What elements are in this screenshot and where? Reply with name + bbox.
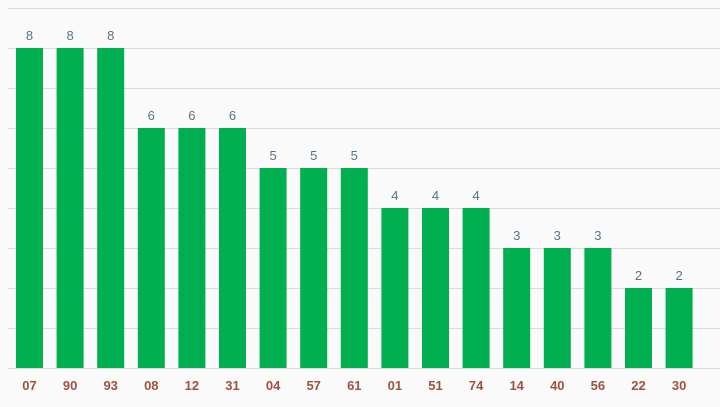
bar-12 [178, 128, 206, 368]
category-label-51: 51 [428, 378, 442, 393]
category-label-74: 74 [469, 378, 484, 393]
value-label-74: 4 [472, 188, 479, 203]
category-label-layer: 07 90 93 08 12 31 04 57 61 01 51 74 14 40 56 22 30 [22, 378, 686, 393]
bar-31 [219, 128, 246, 368]
value-label-93: 8 [107, 28, 114, 43]
value-label-56: 3 [594, 228, 601, 243]
category-label-12: 12 [185, 378, 199, 393]
bar-61 [340, 168, 368, 368]
category-label-01: 01 [388, 378, 402, 393]
value-label-40: 3 [554, 228, 561, 243]
bar-01 [381, 208, 409, 368]
bar-layer [16, 48, 693, 368]
value-label-57: 5 [310, 148, 317, 163]
bar-04 [259, 168, 287, 368]
bar-51 [422, 208, 449, 368]
value-label-14: 3 [513, 228, 520, 243]
value-label-61: 5 [351, 148, 358, 163]
value-label-01: 4 [391, 188, 398, 203]
bar-74 [462, 208, 490, 368]
category-label-30: 30 [672, 378, 686, 393]
bar-90 [56, 48, 84, 368]
value-label-07: 8 [26, 28, 33, 43]
bar-93 [97, 48, 125, 368]
category-label-31: 31 [225, 378, 239, 393]
category-label-07: 07 [22, 378, 36, 393]
category-label-04: 04 [266, 378, 281, 393]
category-label-57: 57 [306, 378, 320, 393]
value-label-51: 4 [432, 188, 439, 203]
bar-40 [543, 248, 571, 368]
value-label-30: 2 [675, 268, 682, 283]
bar-57 [300, 168, 328, 368]
bar-30 [665, 288, 693, 368]
category-label-14: 14 [509, 378, 524, 393]
category-label-40: 40 [550, 378, 564, 393]
value-label-90: 8 [66, 28, 73, 43]
bar-14 [503, 248, 531, 368]
value-label-layer: 8 8 8 6 6 6 5 5 5 4 4 4 3 3 3 2 2 [26, 28, 683, 283]
value-label-31: 6 [229, 108, 236, 123]
category-label-08: 08 [144, 378, 158, 393]
value-label-04: 5 [269, 148, 276, 163]
value-label-12: 6 [188, 108, 195, 123]
bar-22 [625, 288, 652, 368]
category-label-22: 22 [631, 378, 645, 393]
bar-56 [584, 248, 612, 368]
category-label-56: 56 [591, 378, 605, 393]
category-label-61: 61 [347, 378, 361, 393]
bar-08 [137, 128, 165, 368]
value-label-22: 2 [635, 268, 642, 283]
value-label-08: 6 [148, 108, 155, 123]
category-label-93: 93 [103, 378, 117, 393]
category-label-90: 90 [63, 378, 77, 393]
bar-07 [16, 48, 43, 368]
